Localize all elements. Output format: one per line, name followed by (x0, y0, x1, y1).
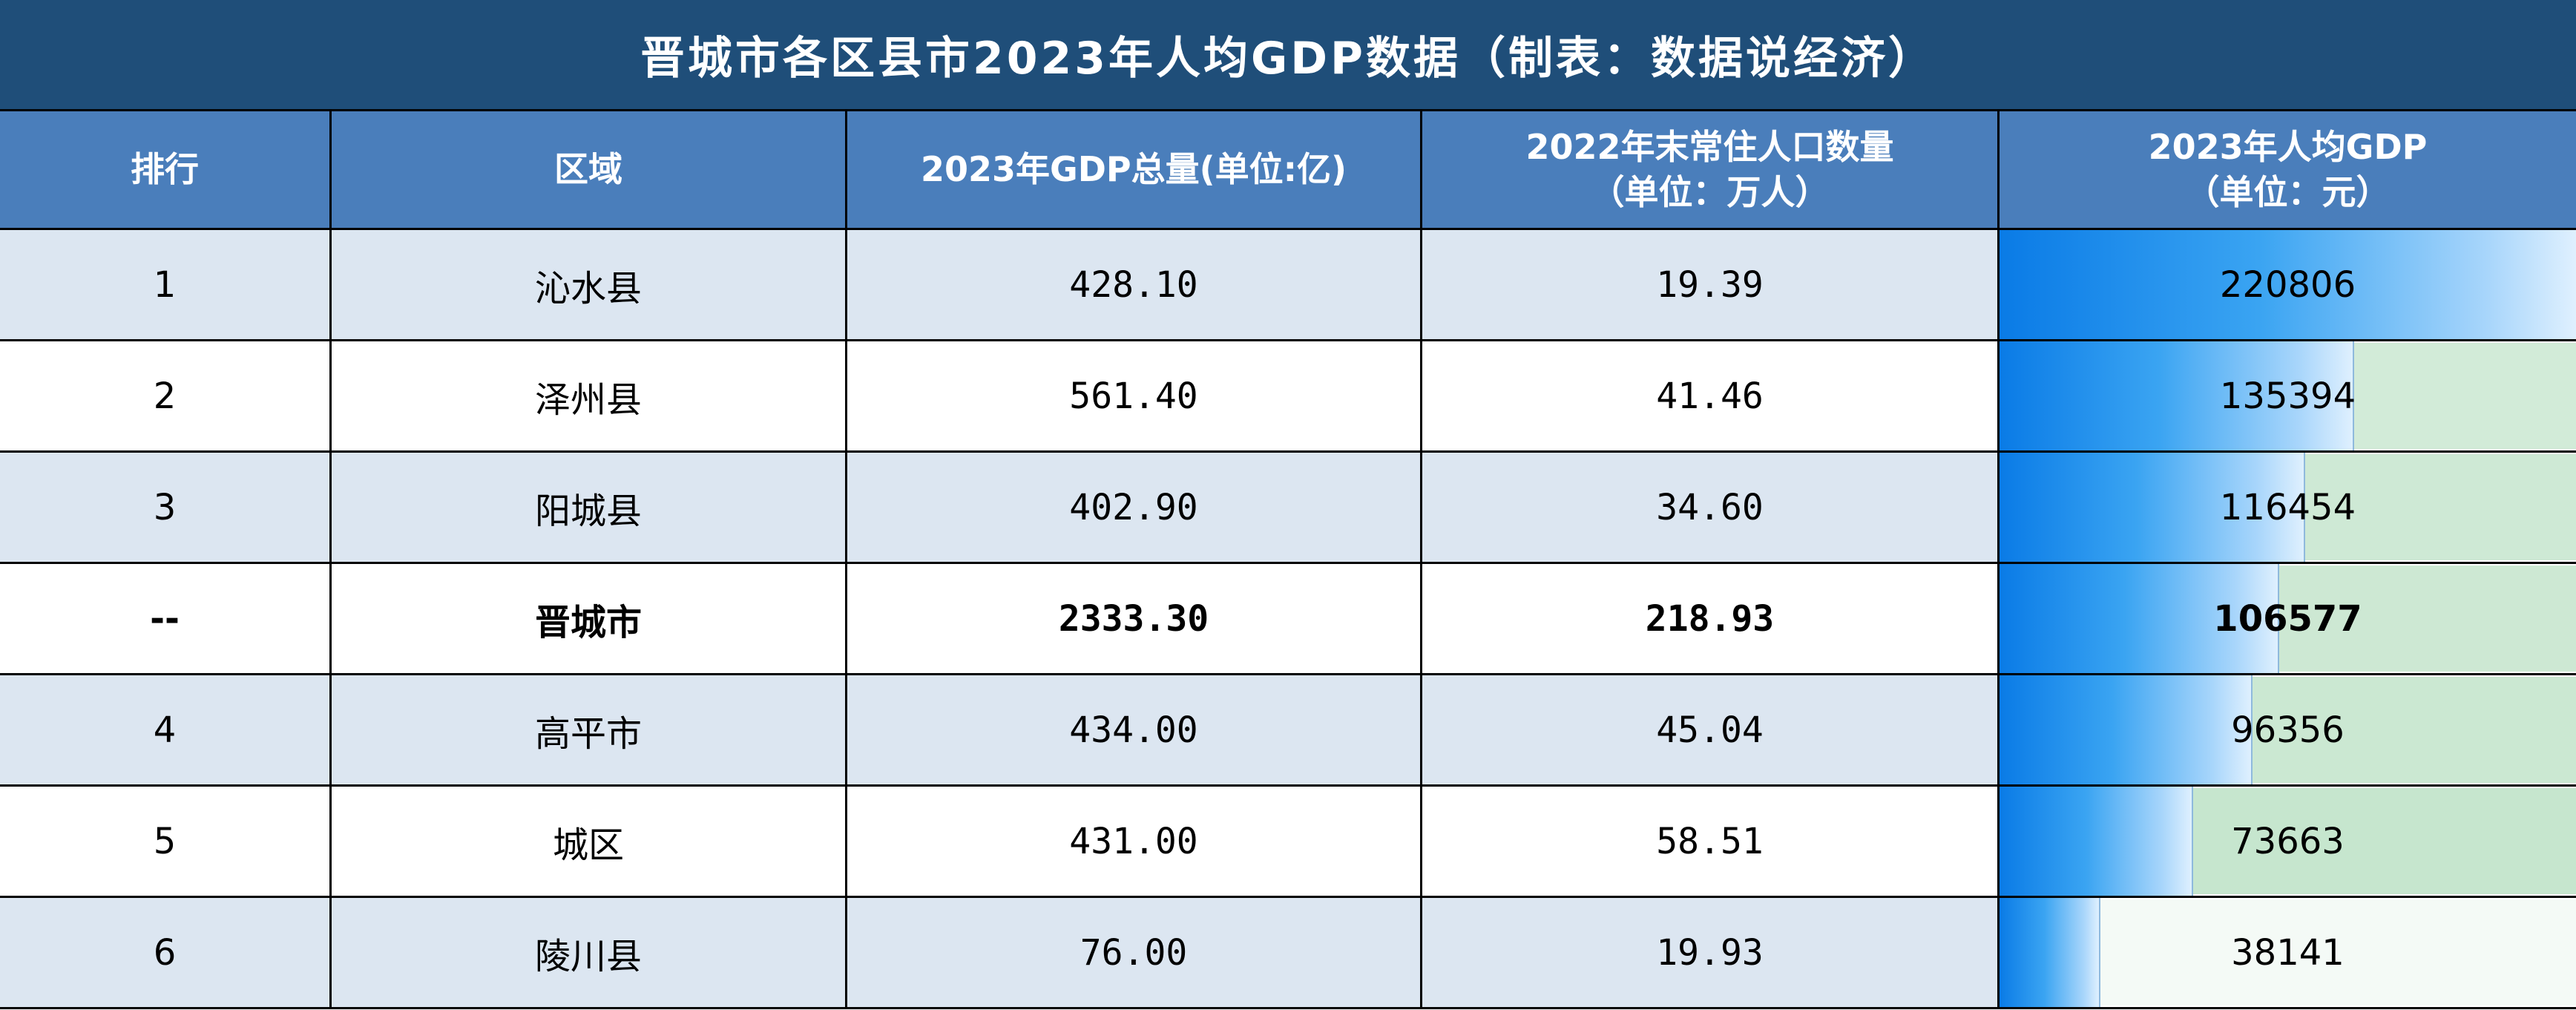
header-population: 2022年末常住人口数量 （单位：万人） (1422, 111, 2000, 230)
header-population-line2: （单位：万人） (1590, 171, 1830, 212)
bar-value-label: 116454 (2219, 486, 2356, 528)
data-bar (2000, 453, 2305, 562)
bar-value-label: 135394 (2219, 375, 2356, 417)
header-per-capita-gdp-line2: （单位：元） (2185, 171, 2391, 212)
data-bar (2000, 341, 2355, 450)
table-cell-region: 城区 (332, 787, 847, 898)
data-bar (2000, 787, 2194, 896)
table-cell-population: 19.93 (1422, 898, 2000, 1009)
table-cell-rank: -- (0, 564, 332, 675)
table-cell-per-capita-gdp: 73663 (2000, 787, 2576, 898)
table-cell-gdp: 434.00 (847, 675, 1422, 787)
table-cell-region: 陵川县 (332, 898, 847, 1009)
table-cell-per-capita-gdp: 38141 (2000, 898, 2576, 1009)
table-cell-per-capita-gdp: 135394 (2000, 341, 2576, 453)
data-bar (2000, 564, 2280, 673)
table-cell-gdp: 428.10 (847, 230, 1422, 341)
table-cell-population: 45.04 (1422, 675, 2000, 787)
table-cell-per-capita-gdp: 220806 (2000, 230, 2576, 341)
table-cell-region: 高平市 (332, 675, 847, 787)
table-cell-rank: 4 (0, 675, 332, 787)
table-cell-gdp: 431.00 (847, 787, 1422, 898)
table-cell-rank: 5 (0, 787, 332, 898)
table-cell-gdp: 561.40 (847, 341, 1422, 453)
table-cell-gdp: 402.90 (847, 453, 1422, 564)
header-population-line1: 2022年末常住人口数量 (1525, 126, 1894, 167)
table-cell-per-capita-gdp: 116454 (2000, 453, 2576, 564)
table-cell-rank: 3 (0, 453, 332, 564)
header-region: 区域 (332, 111, 847, 230)
table-cell-per-capita-gdp: 96356 (2000, 675, 2576, 787)
bar-value-label: 220806 (2219, 263, 2356, 306)
data-bar (2000, 898, 2101, 1007)
header-gdp: 2023年GDP总量(单位:亿) (847, 111, 1422, 230)
table-cell-rank: 6 (0, 898, 332, 1009)
table-cell-region: 晋城市 (332, 564, 847, 675)
header-per-capita-gdp-line1: 2023年人均GDP (2148, 126, 2428, 167)
table-cell-population: 218.93 (1422, 564, 2000, 675)
table-cell-gdp: 76.00 (847, 898, 1422, 1009)
table-cell-rank: 2 (0, 341, 332, 453)
table-cell-rank: 1 (0, 230, 332, 341)
table-title: 晋城市各区县市2023年人均GDP数据（制表：数据说经济） (0, 0, 2576, 111)
table-cell-gdp: 2333.30 (847, 564, 1422, 675)
table-cell-region: 阳城县 (332, 453, 847, 564)
header-rank: 排行 (0, 111, 332, 230)
bar-value-label: 38141 (2231, 931, 2345, 974)
bar-value-label: 73663 (2231, 820, 2345, 862)
table-cell-population: 58.51 (1422, 787, 2000, 898)
table-cell-population: 41.46 (1422, 341, 2000, 453)
bar-value-label: 96356 (2231, 709, 2345, 751)
header-per-capita-gdp: 2023年人均GDP （单位：元） (2000, 111, 2576, 230)
table-cell-population: 34.60 (1422, 453, 2000, 564)
data-bar (2000, 230, 2576, 339)
table-cell-per-capita-gdp: 106577 (2000, 564, 2576, 675)
table-cell-region: 沁水县 (332, 230, 847, 341)
table-cell-region: 泽州县 (332, 341, 847, 453)
table-cell-population: 19.39 (1422, 230, 2000, 341)
data-bar (2000, 675, 2253, 784)
bar-value-label: 106577 (2213, 597, 2362, 640)
